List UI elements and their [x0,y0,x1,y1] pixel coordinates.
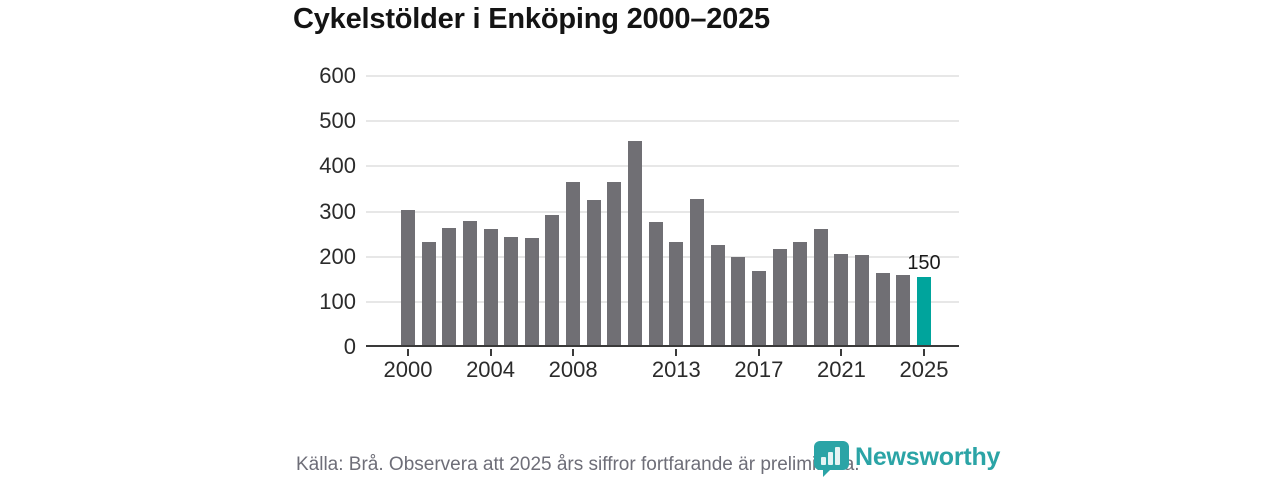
x-tick-label-2008: 2008 [548,357,598,382]
y-tick-label-300: 300 [319,198,356,224]
bar-2025 [917,277,931,345]
bar-2016 [731,256,746,345]
bar-2013 [669,242,684,345]
bar-2002 [442,227,457,345]
bar-2005 [504,236,519,345]
bar-2011 [628,140,643,345]
bar-2017 [751,270,766,345]
bar-2007 [545,215,560,345]
plot-area: 150 [366,75,959,347]
x-tick-label-2025: 2025 [899,357,949,382]
bar-2008 [566,182,581,345]
x-tick-label-2017: 2017 [734,357,784,382]
x-tick-2025 [923,349,925,356]
bar-2022 [855,254,870,345]
newsworthy-bar-chart-bubble-icon [814,441,849,477]
bar-2000 [401,209,415,345]
y-tick-label-400: 400 [319,153,356,179]
x-tick-label-2021: 2021 [816,357,866,382]
icon-bubble-tail [823,468,832,477]
bar-2012 [648,222,663,345]
gridline-500 [366,120,959,123]
bar-2015 [710,244,725,345]
x-tick-2017 [757,349,760,356]
bar-2023 [875,272,890,345]
source-note: Källa: Brå. Observera att 2025 års siffr… [296,454,860,475]
icon-bar-small [821,457,826,465]
bar-2010 [607,181,622,345]
x-tick-2008 [572,349,575,356]
bar-2019 [793,242,808,345]
gridline-400 [366,165,959,168]
x-tick-label-2000: 2000 [383,357,433,382]
y-tick-label-100: 100 [319,288,356,314]
bar-2004 [483,228,498,345]
icon-bar-medium [828,452,833,465]
bar-2003 [462,221,477,345]
x-tick-label-2013: 2013 [651,357,701,382]
newsworthy-logo[interactable]: Newsworthy [814,441,1001,477]
icon-bar-large [835,447,840,465]
y-tick-label-0: 0 [343,334,356,359]
x-tick-2000 [407,349,409,356]
gridline-600 [366,75,959,77]
x-tick-2004 [489,349,492,356]
bar-2014 [689,199,704,345]
x-tick-2021 [840,349,843,356]
newsworthy-logo-text: Newsworthy [855,443,1001,471]
bar-2001 [421,242,436,345]
y-axis: 0 100 200 300 400 500 600 [266,0,356,480]
bar-2009 [586,199,601,345]
bar-2018 [772,249,787,345]
x-axis: 2000 2004 2008 2013 2017 2021 2025 [366,347,966,393]
gridline-300 [366,210,959,213]
highlight-value-label: 150 [907,252,941,275]
bar-2020 [813,229,828,345]
bar-2021 [834,253,849,345]
y-tick-label-500: 500 [319,108,356,134]
x-tick-2013 [675,349,678,356]
bar-2006 [524,237,539,345]
chart-title: Cykelstölder i Enköping 2000–2025 [293,3,770,35]
bar-2024 [896,274,911,345]
y-tick-label-600: 600 [319,63,356,88]
x-tick-label-2004: 2004 [466,357,516,382]
y-tick-label-200: 200 [319,243,356,269]
